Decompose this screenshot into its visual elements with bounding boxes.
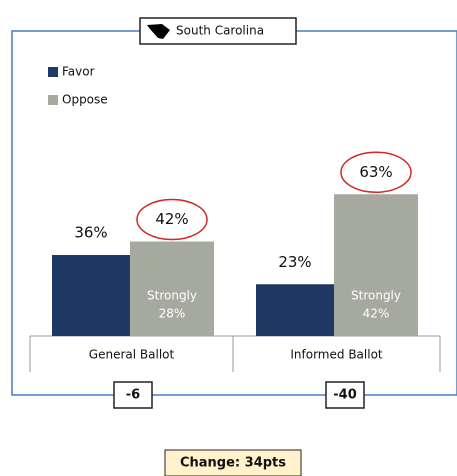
highlight-circle (340, 151, 412, 193)
difference-box (325, 381, 365, 409)
legend-swatch (48, 67, 58, 77)
x-tick-label: Informed Ballot (290, 348, 383, 362)
inner-value-label: 42% (363, 307, 390, 321)
bar (256, 284, 334, 336)
difference-label: -6 (126, 388, 140, 403)
change-box (164, 449, 302, 476)
difference-box (113, 381, 153, 409)
state-icon (147, 24, 170, 39)
value-label: 42% (155, 210, 188, 228)
value-label: 63% (359, 163, 392, 181)
chart-title: South Carolina (176, 24, 264, 38)
bar (334, 194, 418, 336)
inner-label: Strongly (351, 289, 401, 303)
value-label: 36% (74, 224, 107, 242)
legend-swatch (48, 95, 58, 105)
legend-label: Oppose (62, 93, 108, 107)
legend-label: Favor (62, 65, 95, 79)
change-annotation: Change: 34pts (180, 456, 286, 471)
bar (52, 255, 130, 336)
difference-label: -40 (333, 388, 357, 403)
bar (130, 241, 214, 336)
x-tick-label: General Ballot (89, 348, 175, 362)
highlight-circle (136, 198, 208, 241)
value-label: 23% (278, 253, 311, 271)
inner-value-label: 28% (159, 307, 186, 321)
title-box (139, 17, 297, 45)
inner-label: Strongly (147, 289, 197, 303)
